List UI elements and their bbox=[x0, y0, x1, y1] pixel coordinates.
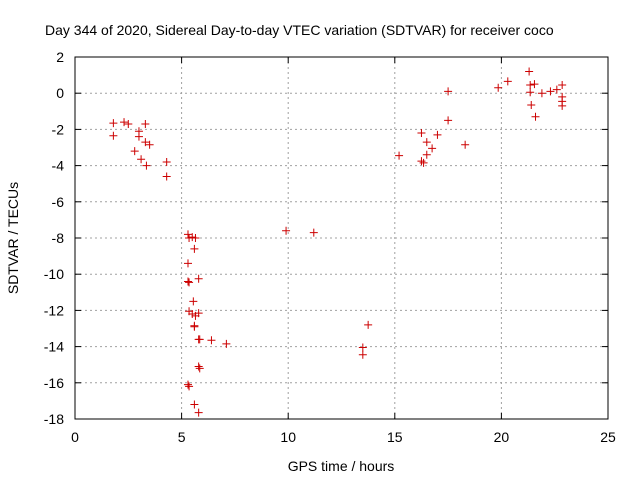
x-axis-label: GPS time / hours bbox=[288, 458, 395, 474]
data-point bbox=[417, 157, 426, 166]
y-tick-label: 0 bbox=[56, 85, 64, 101]
data-point bbox=[195, 335, 204, 344]
data-point bbox=[444, 116, 453, 125]
data-point bbox=[395, 151, 404, 160]
x-tick-label: 20 bbox=[494, 429, 510, 445]
data-point bbox=[194, 309, 203, 318]
x-tick-label: 25 bbox=[600, 429, 616, 445]
data-point bbox=[358, 350, 367, 359]
data-point bbox=[194, 274, 203, 283]
y-tick-label: 2 bbox=[56, 49, 64, 65]
data-point bbox=[134, 132, 143, 141]
y-tick-label: -10 bbox=[44, 266, 64, 282]
data-point bbox=[194, 408, 203, 417]
data-point bbox=[130, 147, 139, 156]
data-point bbox=[190, 244, 199, 253]
data-point bbox=[189, 297, 198, 306]
data-point bbox=[419, 158, 428, 167]
y-tick-label: -2 bbox=[52, 121, 65, 137]
data-point bbox=[433, 130, 442, 139]
data-point bbox=[141, 119, 150, 128]
grid-lines bbox=[75, 57, 608, 419]
data-point bbox=[194, 362, 203, 371]
data-point bbox=[191, 234, 200, 242]
data-point bbox=[124, 119, 133, 128]
data-point bbox=[525, 67, 534, 76]
data-point bbox=[162, 172, 171, 181]
data-point bbox=[422, 138, 431, 147]
data-point bbox=[190, 322, 199, 331]
data-point bbox=[530, 80, 539, 89]
data-point bbox=[309, 228, 318, 237]
data-point bbox=[185, 278, 194, 287]
data-point bbox=[145, 140, 154, 149]
data-point bbox=[188, 233, 197, 242]
y-axis-label: SDTVAR / TECUs bbox=[5, 182, 21, 294]
data-point bbox=[503, 77, 512, 86]
data-point bbox=[120, 118, 129, 127]
y-tick-label: -8 bbox=[52, 230, 65, 246]
data-point bbox=[526, 81, 535, 90]
y-tick-label: -12 bbox=[44, 302, 64, 318]
data-point bbox=[183, 277, 192, 286]
x-tick-label: 10 bbox=[280, 429, 296, 445]
data-point bbox=[141, 138, 150, 147]
y-tick-label: -14 bbox=[44, 339, 64, 355]
y-tick-label: -18 bbox=[44, 411, 64, 427]
data-point bbox=[546, 87, 555, 96]
data-point bbox=[183, 380, 192, 389]
data-point bbox=[558, 81, 567, 90]
data-point bbox=[552, 85, 561, 94]
data-point bbox=[185, 382, 194, 391]
data-point bbox=[162, 157, 171, 166]
data-points bbox=[109, 67, 567, 417]
y-tick-label: -6 bbox=[52, 194, 65, 210]
data-point bbox=[461, 140, 470, 149]
x-tick-label: 15 bbox=[387, 429, 403, 445]
data-point bbox=[190, 400, 199, 409]
data-point bbox=[109, 131, 118, 140]
data-point bbox=[195, 364, 204, 373]
y-tick-label: -4 bbox=[52, 158, 65, 174]
data-point bbox=[558, 101, 567, 110]
data-point bbox=[183, 259, 192, 268]
data-point bbox=[444, 87, 453, 96]
data-point bbox=[282, 226, 291, 235]
data-point bbox=[494, 83, 503, 92]
x-tick-label: 0 bbox=[71, 429, 79, 445]
chart-title: Day 344 of 2020, Sidereal Day-to-day VTE… bbox=[45, 22, 554, 38]
data-point bbox=[417, 129, 426, 138]
y-tick-label: -16 bbox=[44, 375, 64, 391]
data-point bbox=[188, 310, 197, 319]
data-point bbox=[526, 88, 535, 97]
data-point bbox=[183, 230, 192, 239]
data-point bbox=[537, 89, 546, 98]
data-point bbox=[358, 343, 367, 352]
data-point bbox=[428, 144, 437, 153]
data-point bbox=[142, 161, 151, 170]
data-point bbox=[364, 320, 373, 329]
data-point bbox=[531, 112, 540, 121]
x-tick-label: 5 bbox=[178, 429, 186, 445]
data-point bbox=[109, 119, 118, 128]
data-point bbox=[207, 336, 216, 345]
data-point bbox=[527, 100, 536, 109]
data-point bbox=[422, 150, 431, 159]
data-point bbox=[222, 339, 231, 348]
data-point bbox=[137, 155, 146, 164]
